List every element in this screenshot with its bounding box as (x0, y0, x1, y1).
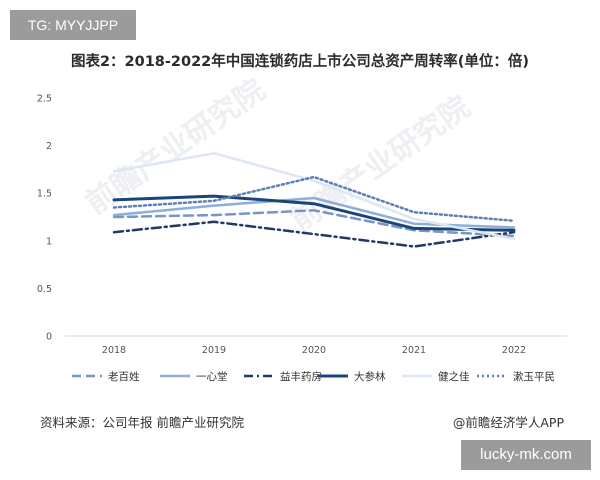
series-line-0 (112, 209, 516, 238)
legend-label-0: 老百姓 (108, 370, 140, 383)
x-tick-label: 2018 (102, 345, 126, 356)
legend-label-4: 健之佳 (438, 370, 470, 383)
y-tick-label: 2 (46, 141, 52, 152)
y-tick-label: 0 (46, 332, 52, 343)
y-axis-ticks: 0 0.5 1 1.5 2 2.5 (37, 94, 52, 343)
x-axis-ticks: 2018 2019 2020 2021 2022 (102, 345, 526, 356)
legend-label-1: 一心堂 (196, 371, 228, 383)
legend: 老百姓 一心堂 益丰药房 大参林 健之佳 漱玉平民 (72, 370, 555, 383)
y-tick-label: 1.5 (37, 189, 52, 200)
x-tick-label: 2022 (502, 345, 526, 356)
legend-label-3: 大参林 (354, 370, 386, 383)
series-line-4 (112, 151, 516, 241)
series-line-5 (112, 175, 516, 223)
x-tick-label: 2019 (202, 345, 226, 356)
x-tick-label: 2020 (302, 345, 326, 356)
chart-title: 图表2：2018-2022年中国连锁药店上市公司总资产周转率(单位：倍) (70, 54, 530, 70)
app-credit: @前瞻经济学人APP (452, 415, 564, 430)
x-tick-label: 2021 (402, 345, 426, 356)
site-badge: lucky-mk.com (461, 440, 591, 470)
source-note: 资料来源：公司年报 前瞻产业研究院 (40, 415, 244, 430)
y-tick-label: 0.5 (37, 284, 52, 295)
y-tick-label: 1 (46, 236, 52, 247)
y-tick-label: 2.5 (37, 94, 52, 105)
series-line-2 (112, 220, 516, 248)
legend-label-5: 漱玉平民 (513, 371, 555, 383)
legend-label-2: 益丰药房 (280, 370, 322, 383)
series-lines (112, 151, 516, 248)
series-line-3 (112, 194, 516, 232)
telegram-badge: TG: MYYJJPP (10, 10, 136, 40)
